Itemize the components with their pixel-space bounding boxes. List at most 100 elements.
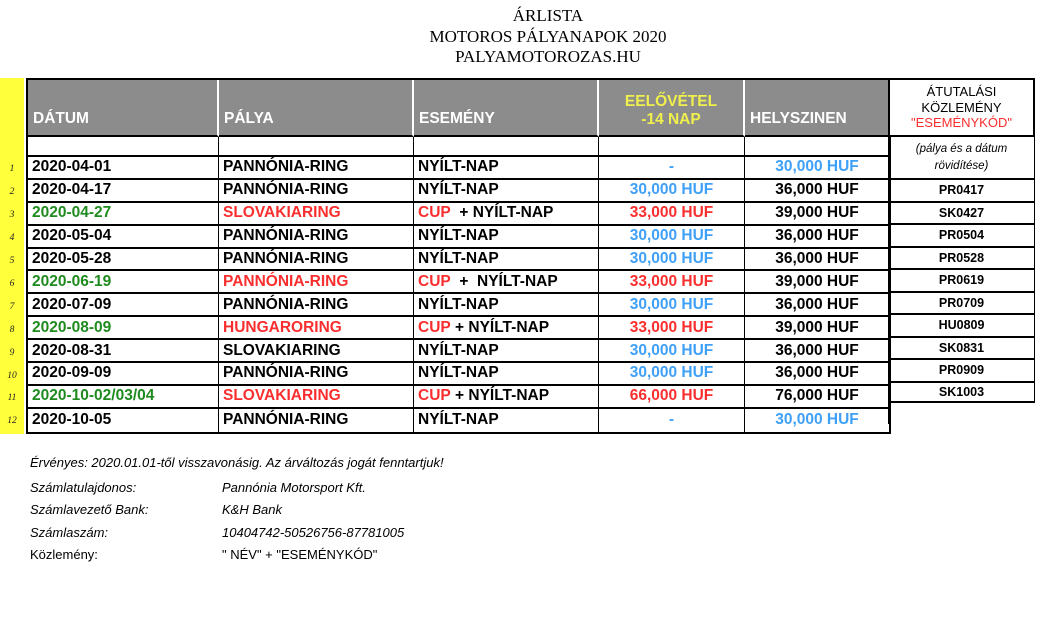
presale-price-cell: - bbox=[599, 408, 745, 432]
event-code-cell: PR0504 bbox=[888, 223, 1035, 246]
date-cell: 2020-07-09 bbox=[28, 294, 219, 318]
date-cell: 2020-04-01 bbox=[28, 157, 219, 180]
footer-notes: Érvényes: 2020.01.01-től visszavonásig. … bbox=[30, 455, 444, 570]
event-cell: CUP + NYÍLT-NAP bbox=[414, 385, 599, 409]
row-number: 4 bbox=[9, 233, 15, 244]
presale-price-cell: 33,000 HUF bbox=[599, 317, 745, 341]
row-number: 11 bbox=[7, 393, 17, 404]
event-cell: NYÍLT-NAP bbox=[414, 248, 599, 272]
presale-price-cell: 30,000 HUF bbox=[599, 248, 745, 272]
presale-price-cell: - bbox=[599, 157, 745, 180]
spacer-cell bbox=[745, 137, 889, 157]
code-header-line2: KÖZLEMÉNY bbox=[921, 99, 1002, 115]
account-owner-value: Pannónia Motorsport Kft. bbox=[222, 480, 366, 495]
event-code-cell: PR0619 bbox=[888, 268, 1035, 291]
event-label: NYÍLT-NAP bbox=[418, 341, 499, 359]
header-presale: EELŐVÉTEL -14 NAP bbox=[599, 80, 745, 137]
onsite-price-cell: 39,000 HUF bbox=[745, 317, 889, 341]
presale-price-cell: 33,000 HUF bbox=[599, 202, 745, 226]
row-number: 7 bbox=[9, 301, 15, 312]
date-cell: 2020-06-19 bbox=[28, 271, 219, 295]
event-label: NYÍLT-NAP bbox=[418, 158, 499, 176]
row-number: 5 bbox=[9, 256, 15, 267]
date-cell: 2020-08-31 bbox=[28, 340, 219, 364]
page-title: ÁRLISTA MOTOROS PÁLYANAPOK 2020 PALYAMOT… bbox=[45, 6, 1051, 68]
event-cell: NYÍLT-NAP bbox=[414, 157, 599, 180]
track-cell: PANNÓNIA-RING bbox=[219, 179, 414, 203]
row-number: 10 bbox=[7, 370, 17, 381]
presale-price-cell: 30,000 HUF bbox=[599, 179, 745, 203]
price-table: DÁTUM PÁLYA ESEMÉNY EELŐVÉTEL -14 NAP HE… bbox=[26, 78, 891, 434]
presale-price-cell: 66,000 HUF bbox=[599, 385, 745, 409]
title-line-arlista: ÁRLISTA bbox=[512, 6, 584, 25]
spacer-cell bbox=[28, 137, 219, 157]
row-number: 9 bbox=[9, 347, 15, 358]
event-cup-label: CUP bbox=[418, 204, 451, 222]
event-code-cell: PR0709 bbox=[888, 290, 1035, 313]
date-cell: 2020-05-04 bbox=[28, 225, 219, 249]
event-label: NYÍLT-NAP bbox=[418, 227, 499, 245]
event-code-cell: HU0809 bbox=[888, 313, 1035, 336]
event-label: + NYÍLT-NAP bbox=[450, 318, 550, 336]
onsite-price-cell: 39,000 HUF bbox=[745, 203, 889, 226]
event-cup-label: CUP bbox=[418, 272, 451, 290]
title-line-website: PALYAMOTOROZAS.HU bbox=[455, 47, 641, 66]
date-cell: 2020-04-27 bbox=[28, 202, 219, 226]
track-cell: PANNÓNIA-RING bbox=[219, 294, 414, 318]
header-presale-line2: -14 NAP bbox=[641, 111, 701, 128]
header-esemeny: ESEMÉNY bbox=[414, 80, 599, 137]
row-number: 6 bbox=[9, 278, 15, 289]
event-cell: NYÍLT-NAP bbox=[414, 179, 599, 203]
event-label: NYÍLT-NAP bbox=[418, 250, 499, 267]
code-note-line2: rövidítése) bbox=[934, 160, 989, 173]
event-code-cell: PR0528 bbox=[888, 245, 1035, 268]
presale-price-cell: 30,000 HUF bbox=[599, 363, 745, 386]
header-transfer-code: ÁTUTALÁSI KÖZLEMÉNY "ESEMÉNYKÓD" bbox=[888, 78, 1035, 137]
account-owner-label: Számlatulajdonos: bbox=[30, 480, 137, 495]
onsite-price-cell: 39,000 HUF bbox=[745, 271, 889, 295]
date-cell: 2020-04-17 bbox=[28, 179, 219, 203]
date-cell: 2020-10-02/03/04 bbox=[28, 385, 219, 409]
row-number: 3 bbox=[9, 210, 15, 221]
code-note: (pálya és a dátum rövidítése) bbox=[888, 137, 1035, 178]
event-cell: CUP + NYÍLT-NAP bbox=[414, 271, 599, 295]
event-cup-label: CUP bbox=[418, 387, 451, 405]
row-number: 2 bbox=[9, 187, 15, 198]
presale-price-cell: 30,000 HUF bbox=[599, 340, 745, 364]
event-cell: NYÍLT-NAP bbox=[414, 225, 599, 249]
event-label: NYÍLT-NAP bbox=[418, 295, 499, 313]
event-cell: CUP + NYÍLT-NAP bbox=[414, 202, 599, 226]
event-label: + NYÍLT-NAP bbox=[450, 272, 558, 290]
header-palya: PÁLYA bbox=[219, 80, 414, 137]
date-cell: 2020-05-28 bbox=[28, 248, 219, 272]
onsite-price-cell: 36,000 HUF bbox=[745, 180, 889, 203]
event-cell: NYÍLT-NAP bbox=[414, 294, 599, 318]
event-code-cell: PR0909 bbox=[888, 358, 1035, 381]
event-cell: NYÍLT-NAP bbox=[414, 363, 599, 386]
event-label: + NYÍLT-NAP bbox=[450, 387, 550, 405]
onsite-price-cell: 30,000 HUF bbox=[745, 157, 889, 180]
title-line-subtitle: MOTOROS PÁLYANAPOK 2020 bbox=[429, 26, 667, 46]
event-label: NYÍLT-NAP bbox=[418, 364, 499, 382]
track-cell: PANNÓNIA-RING bbox=[219, 271, 414, 295]
track-cell: SLOVAKIARING bbox=[219, 202, 414, 226]
validity-note: Érvényes: 2020.01.01-től visszavonásig. … bbox=[30, 455, 444, 470]
row-number: 1 bbox=[9, 164, 15, 175]
bank-label: Számlavezető Bank: bbox=[30, 502, 149, 518]
event-code-cell: SK0427 bbox=[888, 200, 1035, 223]
onsite-price-cell: 30,000 HUF bbox=[775, 411, 859, 429]
spacer-cell bbox=[219, 137, 414, 157]
onsite-price-cell: 36,000 HUF bbox=[745, 249, 889, 272]
date-cell: 2020-08-09 bbox=[28, 317, 219, 341]
spacer-cell bbox=[599, 137, 745, 157]
event-code-cell: SK1003 bbox=[888, 380, 1035, 403]
event-cell: CUP + NYÍLT-NAP bbox=[414, 317, 599, 341]
presale-price-cell: 30,000 HUF bbox=[599, 294, 745, 318]
track-cell: SLOVAKIARING bbox=[219, 340, 414, 364]
track-cell: PANNÓNIA-RING bbox=[219, 225, 414, 249]
code-header-line3: "ESEMÉNYKÓD" bbox=[911, 115, 1012, 131]
row-number: 12 bbox=[7, 416, 17, 427]
presale-price-cell: 30,000 HUF bbox=[599, 225, 745, 249]
onsite-price-cell: 36,000 HUF bbox=[745, 363, 889, 386]
